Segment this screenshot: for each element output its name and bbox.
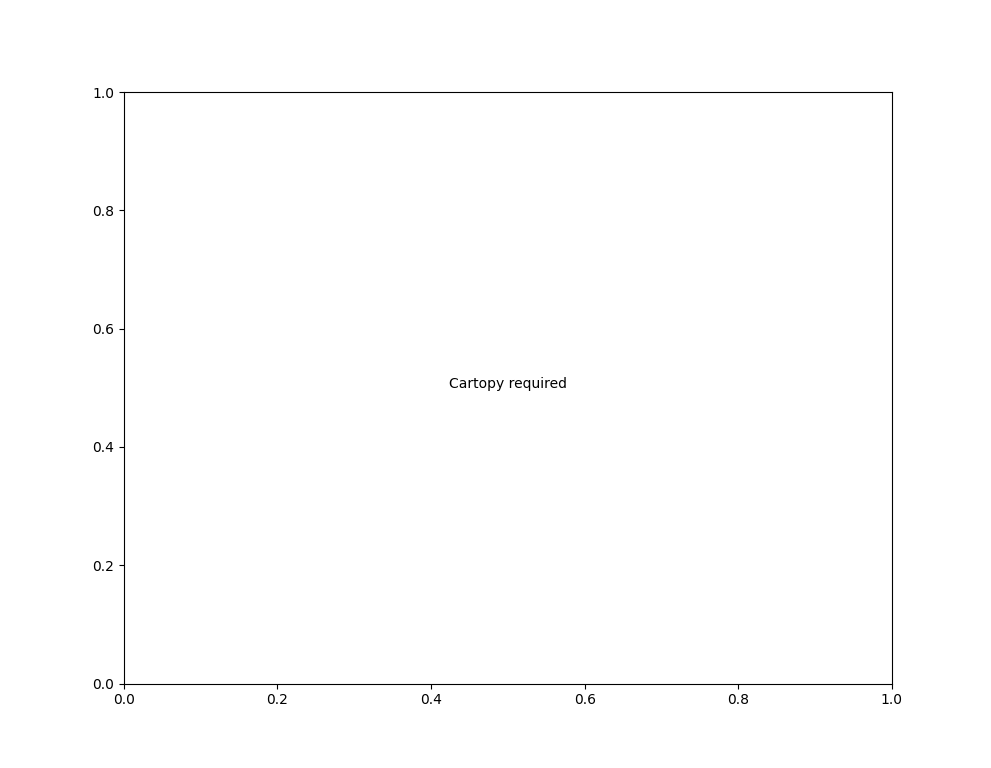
- Text: Cartopy required: Cartopy required: [449, 377, 567, 391]
